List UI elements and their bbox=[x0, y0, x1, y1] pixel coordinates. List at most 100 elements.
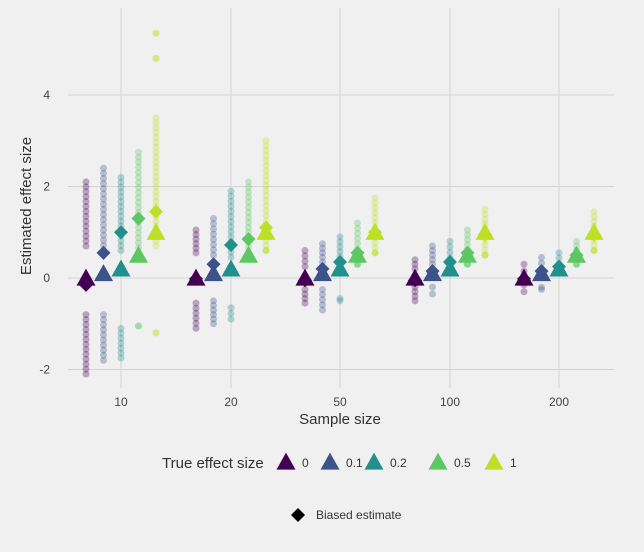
estimate-point-s0.1-n10-1-14 bbox=[100, 174, 107, 182]
estimate-point-s0.1-n20-0-0 bbox=[210, 320, 217, 328]
estimate-point-s0.2-n100-1-4 bbox=[446, 243, 454, 251]
estimate-point-s1-n10-3-1 bbox=[152, 29, 160, 37]
estimate-point-s0.1-n20-0-4 bbox=[210, 301, 217, 309]
biased-estimate-diamond-s0.1-n20 bbox=[206, 257, 221, 272]
biased-estimate-diamond-s0.2-n10 bbox=[114, 225, 128, 240]
estimate-point-s0.2-n10-0-3 bbox=[117, 339, 125, 347]
estimate-point-s1-n100-1-9 bbox=[481, 205, 489, 213]
estimate-point-s1-n20-1-22 bbox=[262, 137, 270, 145]
estimate-point-s0-n10-1-7 bbox=[82, 207, 90, 215]
estimate-point-s1-n100-1-1 bbox=[481, 246, 489, 254]
x-tick-label-50: 50 bbox=[333, 395, 347, 409]
estimate-point-s0.1-n20-1-5 bbox=[210, 225, 217, 233]
estimate-point-s0-n10-0-6 bbox=[82, 340, 90, 348]
estimate-point-s0-n10-0-2 bbox=[82, 360, 90, 368]
estimate-point-s1-n50-1-6 bbox=[371, 219, 379, 227]
estimate-point-s0.1-n200-1-2 bbox=[538, 253, 545, 261]
estimate-point-s0.1-n10-1-7 bbox=[100, 211, 107, 219]
estimate-point-s1-n20-0-1 bbox=[262, 247, 270, 255]
estimate-point-s0-n10-1-10 bbox=[82, 193, 90, 201]
estimate-point-s0.5-n100-1-4 bbox=[464, 241, 471, 249]
estimate-point-s0.1-n200-0-0 bbox=[538, 285, 545, 293]
estimate-point-s1-n10-1-10 bbox=[152, 193, 160, 201]
estimate-point-s0.1-n10-0-1 bbox=[100, 351, 107, 359]
biased-estimate-diamond-s0.1-n50 bbox=[315, 261, 330, 276]
estimate-point-s1-n10-1-25 bbox=[152, 119, 160, 127]
estimate-point-s0.1-n10-1-6 bbox=[100, 216, 107, 224]
estimate-point-s0-n50-1-3 bbox=[301, 247, 309, 255]
estimate-point-s0.1-n50-0-1 bbox=[319, 301, 326, 309]
x-tick-label-100: 100 bbox=[440, 395, 460, 409]
axis-layer: 10 20 50 100 200 -2 0 2 4 bbox=[39, 88, 569, 409]
estimate-point-s0-n10-1-6 bbox=[82, 212, 90, 220]
estimate-point-s1-n10-2-0 bbox=[152, 54, 160, 62]
y-tick-label-4: 4 bbox=[43, 88, 50, 102]
estimate-point-s0.2-n10-1-14 bbox=[117, 178, 125, 186]
estimate-point-s0.5-n10-0-0 bbox=[135, 322, 142, 330]
estimate-point-s0.1-n50-0-3 bbox=[319, 291, 326, 299]
estimate-point-s0.5-n50-1-4 bbox=[354, 240, 361, 248]
legend-triangle-0 bbox=[276, 452, 296, 470]
estimate-point-s1-n20-1-6 bbox=[262, 217, 270, 225]
estimate-point-s0.1-n10-1-1 bbox=[100, 241, 107, 249]
estimate-point-s0.1-n10-1-5 bbox=[100, 221, 107, 229]
estimate-point-s1-n10-1-17 bbox=[152, 158, 160, 166]
estimate-point-s0.1-n10-0-5 bbox=[100, 331, 107, 339]
estimate-point-s1-n10-1-9 bbox=[152, 198, 160, 206]
estimate-point-s0-n10-1-2 bbox=[82, 232, 90, 240]
true-effect-triangle-s1-n10 bbox=[146, 222, 166, 240]
biased-estimate-diamond-s0.1-n200 bbox=[534, 264, 549, 279]
estimate-point-s1-n10-0-1 bbox=[152, 329, 160, 337]
estimate-point-s0.1-n10-0-4 bbox=[100, 336, 107, 344]
biased-estimate-diamond-s0.1-n100 bbox=[425, 264, 440, 279]
estimate-point-s1-n20-1-21 bbox=[262, 142, 270, 150]
estimate-point-s0.2-n50-1-4 bbox=[336, 243, 344, 251]
estimate-point-s0.5-n10-1-4 bbox=[135, 229, 142, 237]
estimate-point-s0.2-n20-1-4 bbox=[227, 233, 235, 241]
legend-triangle-0.1 bbox=[320, 452, 340, 470]
estimate-point-s1-n50-1-2 bbox=[371, 239, 379, 247]
estimate-point-s0.1-n50-1-4 bbox=[319, 244, 326, 252]
estimate-point-s0.1-n100-0-1 bbox=[429, 283, 436, 291]
estimate-point-s0.2-n50-0-1 bbox=[336, 295, 344, 303]
y-axis-title: Estimated effect size bbox=[18, 137, 35, 275]
estimate-point-s0.1-n10-1-16 bbox=[100, 164, 107, 172]
estimate-point-s0.1-n50-1-5 bbox=[319, 240, 326, 248]
estimate-point-s0-n100-1-1 bbox=[411, 260, 419, 268]
estimate-point-s1-n100-0-0 bbox=[481, 251, 489, 259]
estimate-point-s0.2-n20-1-13 bbox=[227, 187, 235, 195]
estimate-point-s1-n10-2-1 bbox=[152, 54, 160, 62]
estimate-point-s0.2-n20-0-0 bbox=[227, 315, 235, 323]
biased-estimate-diamond-s0.2-n20 bbox=[224, 238, 238, 253]
estimate-point-s0.5-n10-1-15 bbox=[135, 173, 142, 181]
legend-biased-label: Biased estimate bbox=[316, 508, 402, 522]
estimate-point-s0.1-n50-0-2 bbox=[319, 296, 326, 304]
estimate-point-s0.1-n20-1-4 bbox=[210, 230, 217, 238]
biased-estimate-diamond-s1-n100 bbox=[478, 227, 492, 242]
estimate-point-s0.1-n100-0-0 bbox=[429, 290, 436, 298]
true-effect-triangle-s0.2-n10 bbox=[111, 259, 131, 277]
estimate-point-s1-n50-1-10 bbox=[371, 199, 379, 207]
estimate-point-s1-n10-1-20 bbox=[152, 143, 160, 151]
estimate-point-s1-n10-1-18 bbox=[152, 153, 160, 161]
estimate-point-s0.5-n10-0-1 bbox=[135, 322, 142, 330]
estimate-point-s1-n20-1-19 bbox=[262, 152, 270, 160]
estimate-point-s1-n10-3-0 bbox=[152, 29, 160, 37]
estimate-point-s0.5-n10-1-3 bbox=[135, 234, 142, 242]
true-effect-triangle-s0.1-n20 bbox=[204, 264, 223, 282]
biased-estimate-diamond-s1-n200 bbox=[587, 227, 601, 242]
estimate-point-s0.5-n20-1-7 bbox=[245, 213, 252, 221]
estimate-point-s0.1-n20-1-7 bbox=[210, 215, 217, 223]
true-effect-triangle-s0.1-n10 bbox=[94, 264, 113, 282]
estimate-point-s1-n10-1-13 bbox=[152, 178, 160, 186]
estimate-point-s1-n200-1-8 bbox=[590, 208, 598, 216]
estimate-point-s0.5-n20-1-14 bbox=[245, 178, 252, 186]
estimate-point-s0.2-n20-1-0 bbox=[227, 253, 235, 261]
legend-triangle-0.2 bbox=[364, 452, 384, 470]
estimate-point-s0-n10-1-3 bbox=[82, 227, 90, 235]
estimate-point-s1-n100-1-2 bbox=[481, 241, 489, 249]
estimate-point-s0-n10-1-9 bbox=[82, 198, 90, 206]
estimate-point-s1-n200-1-1 bbox=[590, 242, 598, 250]
estimate-point-s1-n100-1-8 bbox=[481, 210, 489, 218]
estimate-point-s1-n20-1-0 bbox=[262, 247, 270, 255]
